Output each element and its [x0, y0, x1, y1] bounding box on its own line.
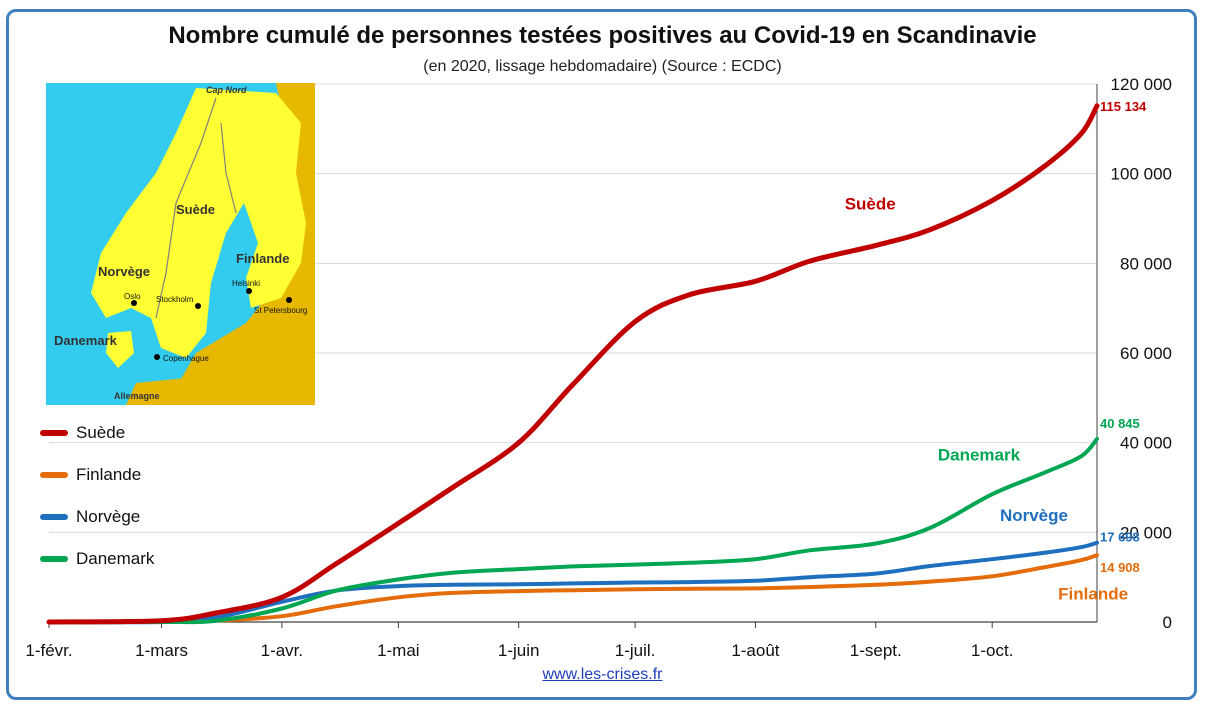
end-label-suede: 115 134 [1100, 99, 1147, 114]
x-tick-label: 1-août [731, 641, 779, 660]
map-label-helsinki: Helsinki [232, 279, 260, 288]
map-label-st-petersbourg: St Petersbourg [254, 306, 307, 315]
y-tick-label: 20 000 [1120, 523, 1172, 542]
annotation-danemark: Danemark [938, 446, 1021, 465]
legend-swatch [40, 472, 68, 478]
map-label-allemagne: Allemagne [114, 391, 160, 401]
x-tick-label: 1-févr. [25, 641, 72, 660]
legend-item-suede: Suède [40, 418, 125, 448]
scandinavia-map: Cap Nord Suède Finlande Norvège Danemark… [46, 83, 315, 405]
x-tick-label: 1-mars [135, 641, 188, 660]
x-tick-label: 1-juil. [615, 641, 656, 660]
map-label-oslo: Oslo [124, 292, 141, 301]
legend-swatch [40, 430, 68, 436]
map-label-cap-nord: Cap Nord [206, 85, 247, 95]
x-tick-label: 1-avr. [261, 641, 304, 660]
legend-item-finlande: Finlande [40, 460, 141, 490]
legend-label: Suède [76, 423, 126, 442]
y-tick-label: 0 [1163, 613, 1172, 632]
series-line-norvege [47, 540, 1099, 625]
end-label-danemark: 40 845 [1100, 416, 1140, 431]
series-line-suede [46, 103, 1100, 625]
map-label-norvege: Norvège [98, 264, 150, 279]
legend-label: Norvège [76, 507, 141, 526]
y-tick-label: 100 000 [1111, 165, 1172, 184]
x-tick-label: 1-mai [377, 641, 420, 660]
map-image: Cap Nord Suède Finlande Norvège Danemark… [46, 83, 315, 405]
legend-item-danemark: Danemark [40, 544, 154, 574]
y-tick-label: 60 000 [1120, 344, 1172, 363]
legend-item-norvege: Norvège [40, 502, 140, 532]
series-line-danemark [47, 436, 1099, 625]
footer-link[interactable]: www.les-crises.fr [542, 666, 663, 683]
y-tick-label: 120 000 [1111, 75, 1172, 94]
legend-label: Finlande [76, 465, 142, 484]
chart-title: Nombre cumulé de personnes testées posit… [168, 22, 1037, 49]
end-label-finlande: 14 908 [1100, 560, 1140, 575]
chart-subtitle: (en 2020, lissage hebdomadaire) (Source … [423, 58, 782, 75]
x-tick-label: 1-sept. [850, 641, 902, 660]
map-label-finlande: Finlande [236, 251, 289, 266]
map-label-suede: Suède [176, 202, 215, 217]
annotation-finlande: Finlande [1058, 585, 1128, 604]
annotation-suede: Suède [845, 195, 896, 214]
map-label-danemark: Danemark [54, 333, 118, 348]
x-tick-label: 1-juin [498, 641, 540, 660]
y-tick-label: 80 000 [1120, 254, 1172, 273]
y-tick-label: 40 000 [1120, 434, 1172, 453]
legend-swatch [40, 556, 68, 562]
annotation-norvege: Norvège [1000, 506, 1068, 525]
map-label-stockholm: Stockholm [156, 295, 194, 304]
legend-label: Danemark [76, 549, 155, 568]
series-line-finlande [47, 553, 1099, 625]
end-label-norvege: 17 698 [1100, 530, 1140, 545]
x-tick-label: 1-oct. [971, 641, 1014, 660]
map-label-copenhague: Copenhague [163, 354, 209, 363]
legend-swatch [40, 514, 68, 520]
